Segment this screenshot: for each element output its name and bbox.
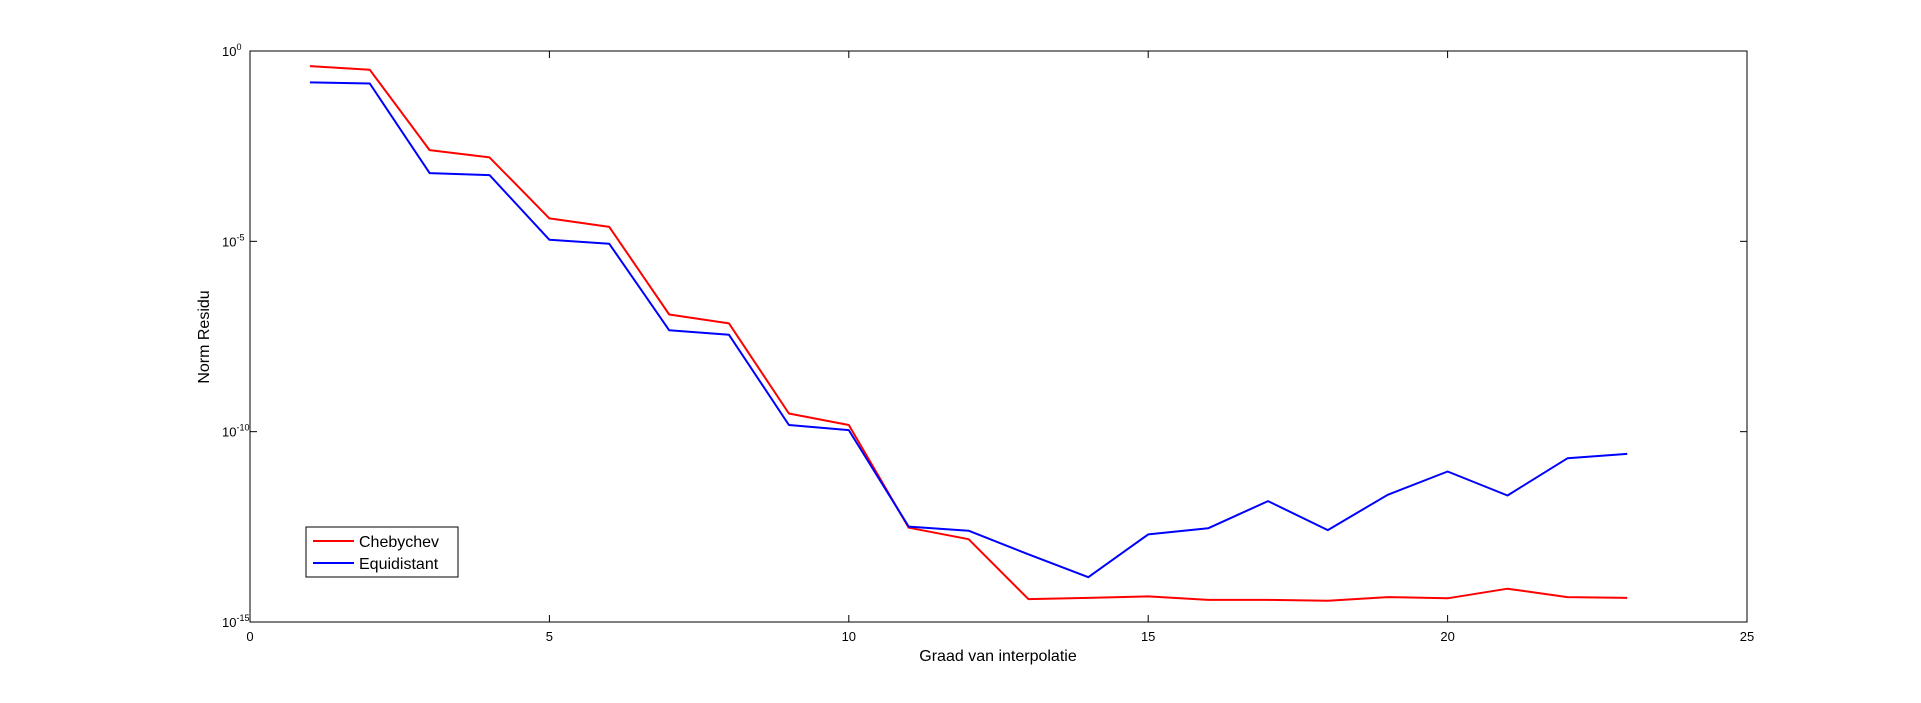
y-tick-base: 10 — [222, 615, 236, 630]
series-lines — [309, 65, 1628, 602]
y-tick-label: 100 — [222, 42, 241, 59]
data-point-chebychev — [429, 149, 431, 151]
y-tick-label: 10-5 — [222, 232, 244, 249]
data-point-chebychev — [608, 226, 610, 228]
data-point-chebychev — [788, 413, 790, 415]
legend-label-chebychev: Chebychev — [359, 534, 439, 551]
x-tick-label: 5 — [546, 629, 553, 644]
data-point-chebychev — [728, 322, 730, 324]
y-tick-exponent: -10 — [236, 423, 249, 433]
data-point-chebychev — [968, 538, 970, 540]
data-point-equidistant — [429, 172, 431, 174]
data-point-chebychev — [1447, 597, 1449, 599]
data-point-equidistant — [1447, 471, 1449, 473]
data-point-chebychev — [1566, 596, 1568, 598]
data-point-chebychev — [1327, 600, 1329, 602]
x-axis-ticks: 0 5 10 15 20 25 — [246, 51, 1754, 644]
data-point-equidistant — [369, 83, 371, 85]
y-tick-exponent: -15 — [236, 613, 249, 623]
data-point-chebychev — [1626, 597, 1628, 599]
y-tick-exponent: 0 — [236, 42, 241, 52]
x-tick-label: 10 — [842, 629, 856, 644]
y-axis-label: Norm Residu — [196, 290, 213, 383]
y-tick-label: 10-15 — [222, 613, 249, 630]
data-point-chebychev — [1147, 595, 1149, 597]
data-point-equidistant — [1027, 553, 1029, 555]
data-point-chebychev — [668, 314, 670, 316]
data-point-equidistant — [908, 526, 910, 528]
data-point-equidistant — [1327, 529, 1329, 531]
legend: Chebychev Equidistant — [305, 526, 459, 578]
data-point-equidistant — [1626, 453, 1628, 455]
data-point-equidistant — [728, 334, 730, 336]
x-tick-label: 25 — [1740, 629, 1754, 644]
data-point-chebychev — [1027, 598, 1029, 600]
y-tick-base: 10 — [222, 425, 236, 440]
data-point-chebychev — [489, 156, 491, 158]
x-tick-label: 0 — [246, 629, 253, 644]
data-point-chebychev — [369, 69, 371, 71]
data-point-chebychev — [1267, 599, 1269, 601]
x-tick-label: 15 — [1141, 629, 1155, 644]
data-point-equidistant — [608, 243, 610, 245]
data-point-equidistant — [1147, 533, 1149, 535]
data-point-chebychev — [1387, 596, 1389, 598]
data-point-chebychev — [848, 424, 850, 426]
y-tick-exponent: -5 — [236, 232, 244, 242]
legend-box — [305, 526, 459, 578]
data-point-equidistant — [489, 174, 491, 176]
data-point-equidistant — [1507, 495, 1509, 497]
data-point-equidistant — [788, 424, 790, 426]
y-tick-base: 10 — [222, 234, 236, 249]
series-line-equidistant — [309, 81, 1628, 579]
data-point-equidistant — [309, 81, 311, 83]
legend-label-equidistant: Equidistant — [359, 556, 439, 573]
series-line-chebychev — [309, 65, 1628, 602]
data-point-equidistant — [1087, 576, 1089, 578]
data-point-chebychev — [1087, 597, 1089, 599]
data-point-equidistant — [548, 239, 550, 241]
plot-area — [249, 50, 1748, 623]
data-point-equidistant — [848, 429, 850, 431]
data-point-chebychev — [1207, 599, 1209, 601]
data-point-equidistant — [1566, 457, 1568, 459]
data-point-equidistant — [1267, 500, 1269, 502]
y-tick-label: 10-10 — [222, 423, 249, 440]
y-tick-base: 10 — [222, 44, 236, 59]
data-point-equidistant — [1207, 527, 1209, 529]
data-point-equidistant — [1387, 494, 1389, 496]
x-axis-label: Graad van interpolatie — [919, 648, 1077, 665]
x-tick-label: 20 — [1440, 629, 1454, 644]
data-point-equidistant — [968, 530, 970, 532]
data-point-chebychev — [309, 65, 311, 67]
data-point-equidistant — [668, 329, 670, 331]
data-point-chebychev — [548, 217, 550, 219]
data-point-chebychev — [1507, 588, 1509, 590]
